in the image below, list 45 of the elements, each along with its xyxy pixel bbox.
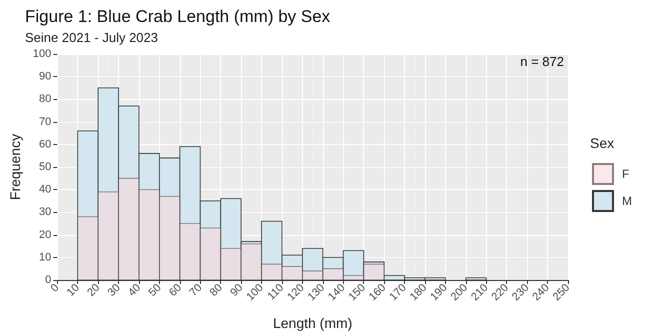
x-tick-label: 50 xyxy=(146,282,164,299)
y-tick-label: 60 xyxy=(39,138,52,150)
legend-label: F xyxy=(622,167,630,181)
x-tick-label: 230 xyxy=(510,282,532,304)
x-tick-label: 190 xyxy=(428,282,450,304)
x-tick-label: 120 xyxy=(285,282,307,304)
x-tick-label: 170 xyxy=(387,282,409,304)
legend-title: Sex xyxy=(590,135,614,151)
x-tick-label: 100 xyxy=(244,282,266,304)
x-tick-label: 70 xyxy=(187,282,205,299)
x-tick-label: 20 xyxy=(85,282,102,299)
y-tick-label: 40 xyxy=(39,184,52,196)
legend-label: M xyxy=(622,194,632,208)
x-tick-label: 90 xyxy=(228,282,246,299)
y-tick-label: 100 xyxy=(32,48,52,60)
x-tick-label: 150 xyxy=(346,282,368,304)
y-tick-label: 80 xyxy=(39,93,52,106)
y-tick-label: 70 xyxy=(39,116,52,128)
y-axis-title: Frequency xyxy=(7,134,23,200)
y-tick-label: 10 xyxy=(39,251,52,264)
x-tick-label: 110 xyxy=(265,282,286,303)
x-tick-label: 180 xyxy=(408,282,430,304)
x-tick-label: 40 xyxy=(126,282,144,299)
y-tick-label: 50 xyxy=(39,161,52,173)
x-tick-label: 140 xyxy=(326,282,348,304)
chart-subtitle: Seine 2021 - July 2023 xyxy=(25,30,158,45)
x-tick-label: 80 xyxy=(208,282,225,299)
x-tick-label: 220 xyxy=(490,282,511,304)
x-axis-title: Length (mm) xyxy=(272,315,352,331)
annotation: n = 872 xyxy=(520,54,564,69)
x-tick-label: 30 xyxy=(106,282,123,299)
x-tick-label: 200 xyxy=(448,282,470,304)
y-tick-label: 90 xyxy=(39,70,52,83)
x-tick-label: 60 xyxy=(166,282,184,299)
x-tick-label: 10 xyxy=(64,282,82,299)
x-tick-label: 130 xyxy=(306,282,328,304)
chart-title: Figure 1: Blue Crab Length (mm) by Sex xyxy=(25,7,331,26)
x-tick-label: 210 xyxy=(469,282,491,304)
x-tick-label: 160 xyxy=(366,282,388,304)
x-tick-label: 0 xyxy=(48,282,62,295)
x-tick-label: 250 xyxy=(550,282,572,304)
x-tick-label: 240 xyxy=(530,282,552,304)
y-tick-label: 30 xyxy=(39,206,52,218)
y-tick-label: 20 xyxy=(39,228,52,241)
y-tick-label: 0 xyxy=(45,274,52,286)
